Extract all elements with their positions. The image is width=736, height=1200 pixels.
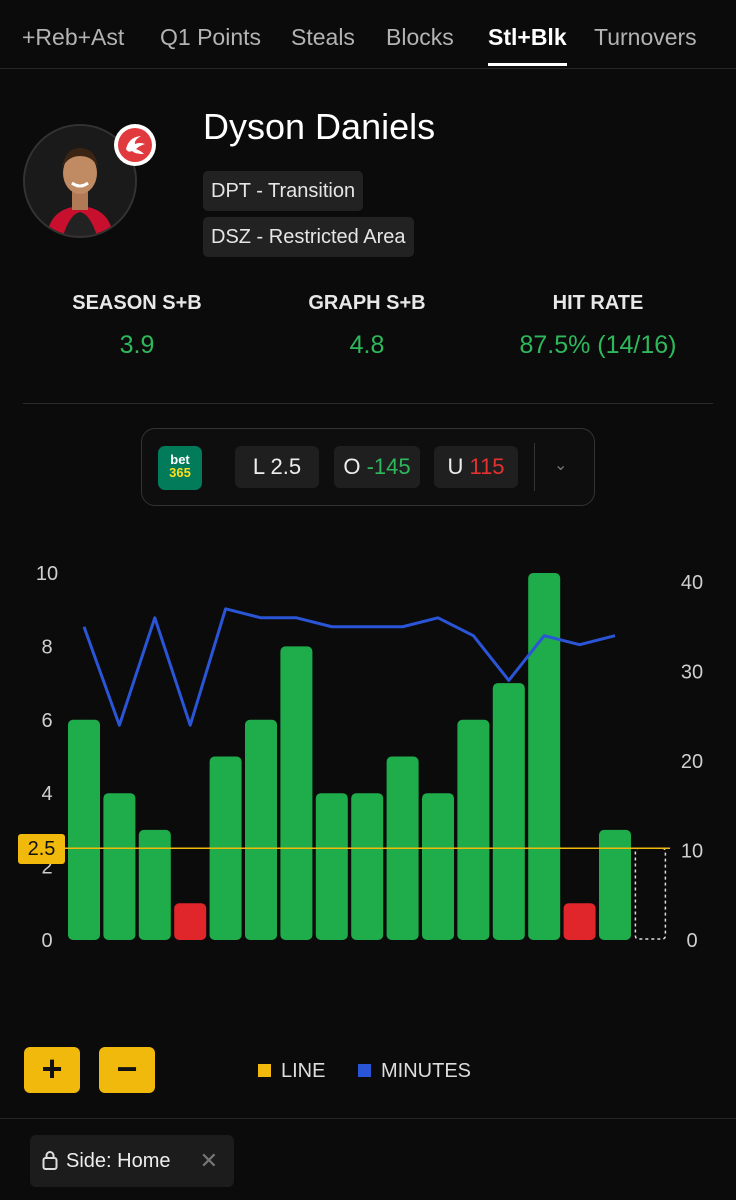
y-tick-label: 8: [41, 636, 52, 658]
chart-bar: [68, 719, 100, 940]
tab-turnovers[interactable]: Turnovers: [594, 24, 697, 50]
under-prefix: U: [447, 454, 464, 479]
hit-rate-label: HIT RATE: [552, 292, 644, 314]
stl-blk-chart: 0 2 4 6 8 10 0 10 20 30 40: [36, 563, 703, 952]
chart-bar: [599, 829, 631, 940]
chart-bar: [492, 683, 525, 940]
chart-bar: [351, 793, 384, 940]
side-filter-label: Side: Home: [66, 1150, 171, 1172]
section-divider: [23, 403, 713, 404]
close-icon[interactable]: ✕: [199, 1148, 218, 1173]
tab-steals[interactable]: Steals: [291, 24, 355, 50]
chart-bar: [315, 793, 348, 940]
tag-restricted-area[interactable]: DSZ - Restricted Area: [203, 217, 414, 257]
line-pill[interactable]: L 2.5: [235, 446, 319, 488]
legend-minutes: MINUTES: [358, 1060, 471, 1083]
chevron-down-icon[interactable]: ⌄: [554, 457, 568, 474]
tab-reb-ast[interactable]: +Reb+Ast: [22, 24, 125, 50]
odds-selector[interactable]: bet 365 L 2.5 O -145 U 115 ⌄: [141, 428, 595, 506]
y2-tick-label: 20: [681, 751, 703, 773]
y2-tick-label: 40: [681, 572, 703, 594]
season-stat-value: 3.9: [119, 331, 155, 359]
minutes-line: [82, 607, 616, 727]
bet365-logo-text-bottom: 365: [169, 465, 191, 480]
hit-rate-value: 87.5% (14/16): [519, 331, 677, 359]
legend-line: LINE: [258, 1060, 325, 1083]
y2-tick-label: 0: [686, 930, 697, 952]
y-tick-label: 2: [41, 857, 52, 879]
zoom-in-button[interactable]: +: [24, 1047, 80, 1093]
chart-bar: [138, 829, 171, 940]
tab-stl-blk[interactable]: Stl+Blk: [488, 24, 567, 66]
under-odds: 115: [469, 454, 505, 479]
under-pill[interactable]: U 115: [434, 446, 518, 488]
over-odds: -145: [366, 454, 411, 479]
chart-bar: [280, 646, 313, 940]
tag-transition[interactable]: DPT - Transition: [203, 171, 364, 211]
line-prefix: L: [252, 454, 265, 479]
zoom-out-button[interactable]: −: [99, 1047, 155, 1093]
season-stat: SEASON S+B 3.9: [17, 292, 257, 360]
over-pill[interactable]: O -145: [334, 446, 420, 488]
line-value: 2.5: [270, 454, 302, 479]
bet365-logo-text-top: bet: [170, 452, 190, 467]
next-game-placeholder-bar: [634, 847, 667, 940]
chart-bar: [422, 793, 454, 940]
legend-line-swatch: [258, 1064, 271, 1077]
chart-bar: [245, 719, 277, 940]
chart-bar: [457, 719, 490, 940]
hit-rate-stat: HIT RATE 87.5% (14/16): [478, 292, 718, 360]
graph-stat: GRAPH S+B 4.8: [247, 292, 487, 360]
line-value-label: 2.5: [18, 834, 65, 864]
legend-line-label: LINE: [281, 1060, 326, 1082]
chart-bar: [103, 793, 136, 940]
legend-minutes-label: MINUTES: [381, 1060, 471, 1082]
player-name: Dyson Daniels: [203, 106, 436, 147]
side-filter-chip[interactable]: Side: Home ✕: [30, 1135, 234, 1187]
odds-separator: [534, 443, 535, 491]
over-prefix: O: [343, 454, 361, 479]
lock-icon: [42, 1138, 58, 1190]
chart-bar: [563, 903, 596, 940]
y2-tick-label: 10: [681, 841, 703, 863]
footer-divider: [0, 1118, 736, 1119]
tab-q1-points[interactable]: Q1 Points: [160, 24, 261, 50]
season-stat-label: SEASON S+B: [72, 292, 202, 314]
y-tick-label: 10: [36, 563, 58, 585]
y-tick-label: 0: [41, 930, 52, 952]
hawks-logo-icon: [114, 124, 156, 166]
y-tick-label: 4: [41, 783, 52, 805]
chart-bar: [174, 903, 207, 940]
bet365-logo-icon: bet 365: [158, 446, 202, 490]
y-tick-label: 6: [41, 710, 52, 732]
graph-stat-value: 4.8: [349, 331, 385, 359]
graph-stat-label: GRAPH S+B: [308, 292, 426, 314]
legend-minutes-swatch: [358, 1064, 371, 1077]
y2-tick-label: 30: [681, 662, 703, 684]
tab-blocks[interactable]: Blocks: [386, 24, 454, 50]
stat-tabs: +Reb+Ast Q1 Points Steals Blocks Stl+Blk…: [0, 0, 736, 69]
chart-bar: [528, 573, 561, 940]
